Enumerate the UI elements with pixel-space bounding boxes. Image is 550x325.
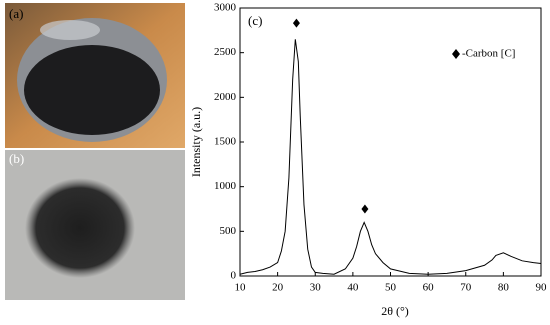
x-tick-label: 20 [272, 282, 284, 294]
panel-label: (c) [248, 13, 262, 28]
photo-label: (a) [9, 6, 23, 21]
y-tick-label: 0 [231, 270, 237, 282]
x-tick-label: 90 [536, 282, 548, 294]
legend-label: -Carbon [C] [462, 48, 515, 60]
photo-b [5, 150, 185, 300]
peak-marker [292, 18, 300, 28]
y-tick-label: 1000 [214, 180, 237, 192]
x-axis-label: 2θ (°) [381, 304, 409, 318]
x-tick-label: 60 [423, 282, 435, 294]
photo-a [5, 3, 185, 148]
peak-marker [361, 204, 369, 214]
y-tick-label: 1500 [214, 136, 237, 148]
x-tick-label: 10 [235, 282, 247, 294]
y-tick-label: 3000 [214, 2, 237, 14]
legend-marker [452, 49, 460, 59]
x-tick-label: 30 [310, 282, 322, 294]
photo-label: (b) [9, 151, 24, 166]
x-tick-label: 50 [385, 282, 397, 294]
y-tick-label: 2500 [214, 46, 237, 58]
y-axis-label: Intensity (a.u.) [189, 107, 203, 177]
xrd-line [239, 39, 542, 275]
x-tick-label: 40 [347, 282, 359, 294]
y-tick-label: 2000 [214, 91, 237, 103]
x-tick-label: 80 [498, 282, 510, 294]
x-tick-label: 70 [460, 282, 472, 294]
y-tick-label: 500 [220, 225, 237, 237]
